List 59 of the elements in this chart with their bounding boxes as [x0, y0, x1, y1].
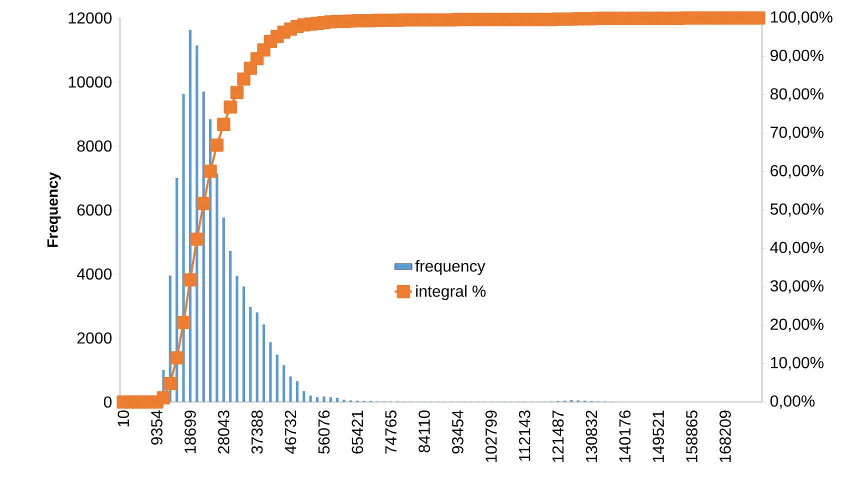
x-tick-label: 56076	[318, 410, 330, 454]
x-tick-label: 46732	[284, 410, 296, 454]
bar	[282, 365, 286, 402]
bar	[302, 391, 306, 402]
x-tick-label: 28043	[218, 410, 230, 454]
x-tick-label: 37388	[251, 410, 263, 454]
bar	[222, 218, 225, 402]
x-tick-label: 121487	[552, 410, 564, 462]
y2-tick-label: 40,00%	[770, 242, 824, 255]
x-tick-label: 168209	[720, 410, 731, 462]
legend-label: frequency	[415, 260, 486, 275]
bar	[216, 174, 218, 402]
bar	[329, 397, 332, 402]
y2-tick-label: 30,00%	[770, 280, 824, 294]
y2-tick-label: 80,00%	[770, 88, 824, 102]
x-tick-label: 149521	[652, 410, 664, 462]
y2-tick-label: 60,00%	[770, 164, 824, 178]
legend-label: integral %	[416, 285, 486, 300]
y-tick-label: 6000	[77, 204, 112, 216]
y-tick-label: 10000	[68, 76, 112, 88]
bar	[242, 286, 246, 402]
y-axis-title: Frequency	[47, 172, 61, 247]
x-tick-label: 10	[118, 410, 130, 426]
y2-tick-label: 70,00%	[770, 126, 824, 140]
y2-tick-label: 10,00%	[771, 356, 824, 370]
x-tick-label: 18699	[184, 410, 196, 454]
y-tick-label: 8000	[77, 140, 112, 152]
y2-tick-label: 50,00%	[770, 203, 824, 217]
bar	[262, 324, 266, 402]
x-tick-label: 158865	[686, 410, 698, 462]
y-tick-label: 0	[104, 396, 112, 408]
bar	[229, 250, 232, 402]
bar	[256, 312, 258, 402]
x-tick-label: 112143	[518, 410, 530, 461]
x-tick-label: 102799	[486, 410, 497, 462]
x-tick-label: 9354	[151, 410, 162, 445]
x-tick-label: 74765	[385, 410, 397, 454]
y-tick-label: 2000	[77, 332, 112, 344]
x-tick-label: 84110	[418, 410, 430, 452]
y2-tick-label: 20,00%	[770, 318, 824, 332]
x-tick-label: 130832	[586, 410, 598, 462]
bar	[236, 276, 238, 402]
y-tick-label: 12000	[68, 12, 112, 24]
x-tick-label: 65421	[352, 410, 364, 454]
bar	[289, 376, 292, 402]
bar	[316, 397, 319, 402]
bar	[336, 398, 339, 402]
bar	[309, 396, 312, 402]
y2-tick-label: 0,00%	[770, 395, 815, 409]
bar	[276, 354, 278, 402]
bar	[296, 381, 299, 402]
y-tick-label: 4000	[76, 268, 112, 280]
x-tick-label: 93454	[452, 410, 464, 454]
bar	[269, 342, 272, 402]
y2-tick-label: 100,00%	[771, 11, 832, 25]
x-tick-label: 140176	[619, 410, 631, 462]
bar	[322, 396, 326, 402]
bar	[249, 306, 252, 402]
y2-tick-label: 90,00%	[770, 50, 824, 63]
